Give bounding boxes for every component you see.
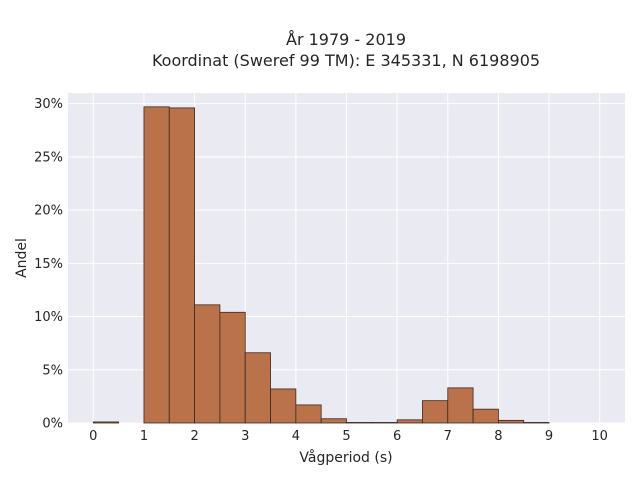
y-tick-label: 0% bbox=[42, 417, 63, 432]
histogram-bar bbox=[422, 400, 449, 424]
x-tick-label: 0 bbox=[89, 429, 97, 444]
histogram-bar bbox=[320, 418, 347, 424]
x-axis-label: Vågperiod (s) bbox=[299, 449, 392, 466]
x-tick-label: 10 bbox=[591, 429, 608, 444]
y-tick-label: 30% bbox=[34, 97, 63, 112]
histogram-bar bbox=[194, 304, 221, 424]
x-tick-label: 6 bbox=[393, 429, 401, 444]
histogram-bar bbox=[92, 421, 120, 424]
x-tick-label: 5 bbox=[342, 429, 350, 444]
x-axis-ticks: 0 1 2 3 4 5 6 7 8 9 10 bbox=[89, 429, 608, 444]
y-tick-label: 10% bbox=[34, 310, 63, 325]
histogram-bar bbox=[168, 107, 195, 424]
y-tick-label: 5% bbox=[42, 363, 63, 378]
y-tick-label: 25% bbox=[34, 150, 63, 165]
x-tick-label: 4 bbox=[292, 429, 300, 444]
y-tick-label: 15% bbox=[34, 257, 63, 272]
x-tick-label: 1 bbox=[140, 429, 148, 444]
chart-subtitle: Koordinat (Sweref 99 TM): E 345331, N 61… bbox=[152, 51, 540, 70]
x-tick-label: 3 bbox=[241, 429, 249, 444]
histogram-bar bbox=[346, 422, 373, 424]
x-tick-label: 8 bbox=[494, 429, 502, 444]
histogram-bar bbox=[523, 422, 550, 424]
y-axis-ticks: 0% 5% 10% 15% 20% 25% 30% bbox=[34, 97, 63, 431]
chart-title: År 1979 - 2019 bbox=[286, 30, 406, 49]
histogram-bar bbox=[472, 408, 499, 424]
bars-group bbox=[92, 106, 550, 424]
x-tick-label: 9 bbox=[545, 429, 553, 444]
histogram-bar bbox=[219, 311, 246, 424]
y-tick-label: 20% bbox=[34, 204, 63, 219]
x-tick-label: 7 bbox=[444, 429, 452, 444]
histogram-bar bbox=[295, 404, 322, 424]
histogram-bar bbox=[498, 419, 525, 424]
y-axis-label: Andel bbox=[14, 238, 30, 278]
histogram-bar bbox=[143, 106, 170, 424]
histogram-bar bbox=[371, 422, 398, 424]
x-tick-label: 2 bbox=[190, 429, 198, 444]
histogram-bar bbox=[396, 419, 423, 424]
histogram-bar bbox=[270, 388, 297, 424]
histogram-bar bbox=[244, 352, 271, 424]
histogram-bar bbox=[447, 387, 474, 424]
